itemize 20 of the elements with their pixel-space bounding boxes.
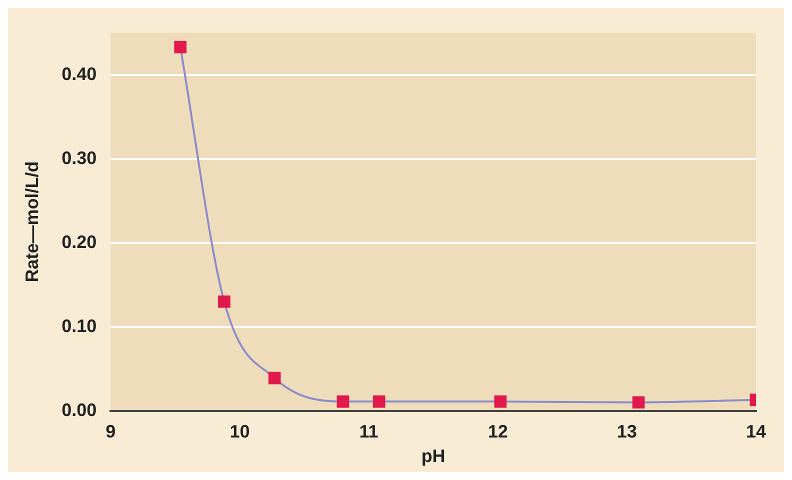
y-tick-label: 0.30 xyxy=(62,148,97,168)
point xyxy=(632,396,645,409)
x-tick-label: 9 xyxy=(106,422,116,442)
y-tick-label: 0.40 xyxy=(62,64,97,84)
y-tick-label: 0.20 xyxy=(62,232,97,252)
point xyxy=(174,40,186,54)
x-tick-label: 10 xyxy=(230,422,250,442)
x-axis-title: pH xyxy=(421,446,446,466)
x-tick-label: 14 xyxy=(746,422,766,442)
point xyxy=(372,395,386,408)
x-tick-label: 12 xyxy=(488,422,508,442)
y-tick-label: 0.10 xyxy=(62,316,97,336)
point xyxy=(336,395,350,408)
point xyxy=(494,395,507,408)
y-tick-label: 0.00 xyxy=(62,400,97,420)
point xyxy=(268,372,281,384)
x-tick-label: 11 xyxy=(359,422,378,442)
y-axis-title: Rate—mol/L/d xyxy=(22,161,42,282)
point xyxy=(218,295,230,308)
x-tick-label: 13 xyxy=(616,422,637,442)
